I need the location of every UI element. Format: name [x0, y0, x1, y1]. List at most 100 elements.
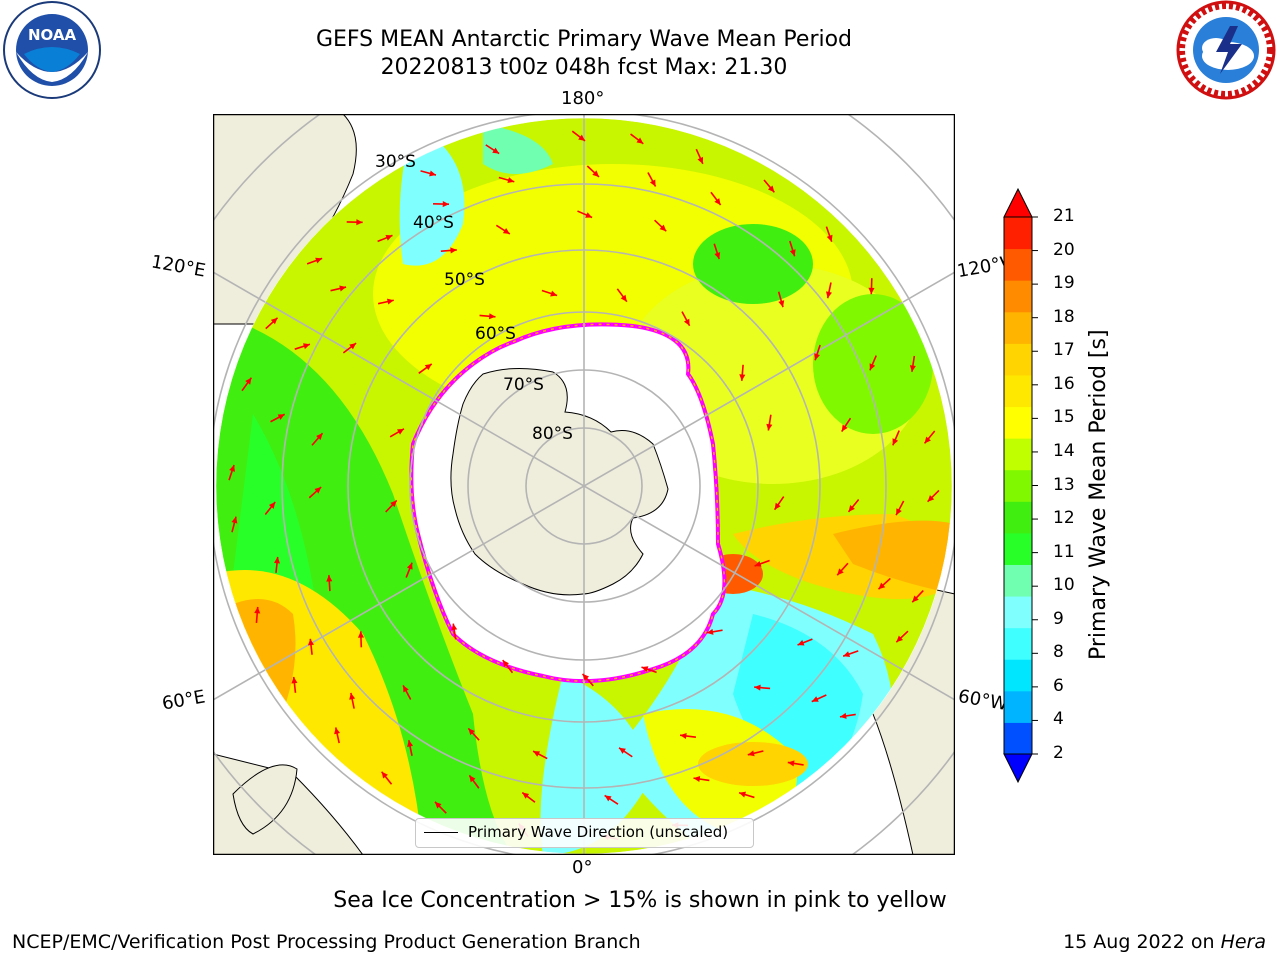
wave-arrow: [754, 684, 771, 691]
colorbar-segment: [1004, 596, 1032, 629]
lon-label-180: 180°: [561, 88, 605, 109]
colorbar-tick-label: 12: [1053, 508, 1075, 529]
wave-arrow: [654, 219, 667, 232]
wave-arrow: [710, 191, 722, 206]
map-legend: Primary Wave Direction (unscaled): [415, 818, 754, 848]
chart-subtitle-run: 20220813 t00z 048h fcst Max: 21.30: [380, 55, 788, 80]
wave-arrow: [679, 732, 697, 739]
footer-date-text: 15 Aug 2022 on: [1063, 931, 1221, 953]
lon-label-0: 0°: [572, 857, 593, 878]
wave-arrow: [468, 774, 480, 789]
colorbar-tick-label: 9: [1053, 608, 1064, 629]
wave-arrow: [847, 498, 860, 513]
wave-arrow: [839, 712, 856, 719]
wave-arrow: [586, 165, 600, 178]
colorbar-segment: [1004, 532, 1032, 565]
wave-arrow: [381, 771, 393, 785]
wave-arrow: [773, 496, 785, 511]
lat-label-30s: 30°S: [375, 152, 416, 172]
colorbar-segment: [1004, 248, 1032, 281]
lat-label-80s: 80°S: [532, 424, 573, 444]
colorbar-segment: [1004, 280, 1032, 313]
wave-arrow: [618, 747, 633, 758]
wave-arrow: [766, 414, 773, 431]
wave-arrow: [777, 291, 785, 308]
wave-arrow: [495, 224, 511, 235]
colorbar-tick-label: 21: [1053, 206, 1075, 226]
wave-arrow: [693, 776, 710, 783]
wave-arrow: [349, 692, 356, 709]
wave-arrow: [307, 638, 315, 655]
wave-arrow: [825, 226, 833, 243]
lat-label-70s: 70°S: [503, 375, 544, 395]
footer-host: Hera: [1220, 931, 1266, 953]
wave-arrow: [254, 606, 261, 623]
colorbar-under-extend: [1003, 753, 1033, 784]
wave-arrow: [577, 210, 593, 219]
colorbar-segment: [1004, 690, 1032, 723]
colorbar-tick-label: 6: [1053, 675, 1064, 696]
wave-arrow: [357, 631, 365, 648]
wave-arrow: [738, 791, 755, 799]
wave-arrow: [265, 317, 279, 330]
colorbar-title: Primary Wave Mean Period [s]: [1086, 329, 1111, 660]
colorbar-segment: [1004, 406, 1032, 439]
wave-arrow: [814, 344, 821, 361]
wave-arrow: [420, 170, 437, 177]
wave-arrow: [485, 144, 500, 155]
wave-arrow: [440, 247, 457, 254]
colorbar-tick-label: 15: [1053, 407, 1075, 428]
wave-arrow: [754, 559, 770, 567]
wave-arrow: [647, 172, 657, 187]
chart-title: GEFS MEAN Antarctic Primary Wave Mean Pe…: [315, 27, 853, 52]
wave-arrow: [641, 666, 657, 674]
colorbar-tick-label: 4: [1053, 709, 1064, 730]
colorbar: [1003, 187, 1038, 784]
wave-arrow: [869, 355, 877, 371]
wave-arrow: [434, 801, 447, 814]
sea-ice-note: Sea Ice Concentration > 15% is shown in …: [333, 888, 947, 913]
colorbar-tick-label: 8: [1053, 642, 1064, 663]
wave-arrow: [923, 430, 936, 444]
wave-arrow: [389, 428, 405, 438]
wave-arrow: [342, 342, 357, 354]
wave-arrow: [308, 486, 322, 499]
wave-arrow: [739, 364, 746, 381]
wave-arrow: [418, 363, 433, 374]
lon-label-60e: 60°E: [160, 686, 207, 715]
wave-arrow: [895, 630, 909, 643]
wave-arrow: [868, 278, 875, 295]
wave-arrow: [797, 638, 813, 646]
colorbar-segment: [1004, 501, 1032, 534]
colorbar-segment: [1004, 659, 1032, 692]
wave-arrow: [630, 133, 644, 145]
footer-credit: NCEP/EMC/Verification Post Processing Pr…: [12, 931, 641, 953]
colorbar-segment: [1004, 311, 1032, 344]
land-madagascar: [232, 764, 298, 835]
wave-arrow: [228, 464, 235, 481]
colorbar-segment: [1004, 217, 1032, 250]
wave-arrow: [241, 377, 253, 392]
wave-arrow: [377, 234, 393, 243]
map-panel: [212, 113, 956, 856]
wave-arrow: [909, 355, 916, 372]
wave-arrow: [231, 516, 238, 533]
wave-arrow: [571, 130, 586, 142]
wave-arrow: [502, 659, 514, 674]
wave-arrow: [911, 590, 924, 603]
wave-arrow: [927, 489, 940, 503]
colorbar-segment: [1004, 722, 1032, 755]
colorbar-tick-label: 2: [1053, 743, 1064, 763]
wave-arrow: [291, 676, 298, 693]
wave-arrow: [433, 201, 450, 208]
nws-logo-icon: [1176, 0, 1276, 100]
wave-arrow: [479, 313, 496, 320]
wave-arrow: [604, 794, 619, 805]
colorbar-segment: [1004, 438, 1032, 471]
wave-arrow: [681, 311, 691, 327]
wave-arrow: [541, 289, 558, 297]
wave-arrow: [892, 430, 900, 446]
wave-arrow: [811, 694, 827, 703]
wave-arrow: [273, 556, 281, 573]
colorbar-segment: [1004, 374, 1032, 408]
